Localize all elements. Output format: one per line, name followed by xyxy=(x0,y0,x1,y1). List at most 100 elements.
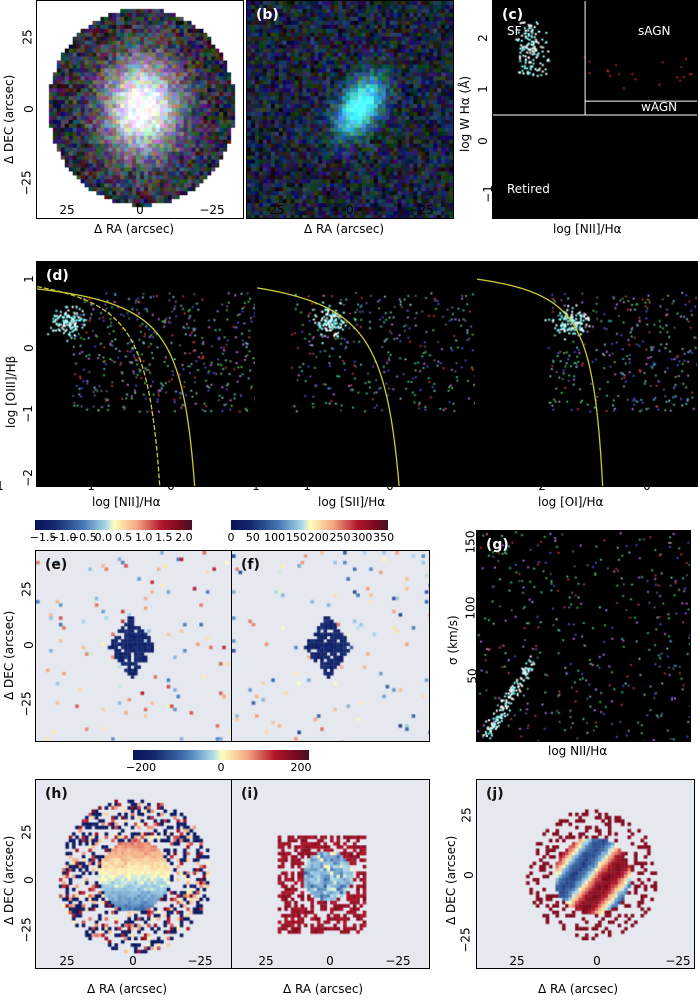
colorbar-tick: 100 xyxy=(264,531,286,544)
demarcation-curve xyxy=(37,288,196,486)
ylabel-a: Δ DEC (arcsec) xyxy=(2,74,16,164)
colorbar-f xyxy=(231,520,388,530)
colorbar-tick: 200 xyxy=(307,531,329,544)
tick-label: 0 xyxy=(346,203,354,217)
map-i xyxy=(232,780,429,968)
tick-label: 100 xyxy=(463,596,478,620)
tick-label: 0 xyxy=(136,203,144,217)
panel-d-bpt-nii: (d) xyxy=(36,261,256,487)
demarcation-curve xyxy=(257,287,400,486)
tick-label: −25 xyxy=(665,954,691,968)
tick-label: −1 xyxy=(530,203,548,217)
region-retired: Retired xyxy=(507,182,550,196)
xlabel-d3: log [OI]/Hα xyxy=(538,495,604,509)
tick-label: −25 xyxy=(19,691,34,717)
bpt-sii-curve xyxy=(257,287,400,486)
demarcation-curve xyxy=(37,285,161,486)
tick-label: −25 xyxy=(385,954,411,968)
map-j xyxy=(477,780,694,968)
panel-label: (g) xyxy=(486,537,509,553)
rgb-image-b xyxy=(247,1,453,218)
tick-label: 0 xyxy=(386,479,394,493)
tick-label: 1 xyxy=(0,479,4,493)
tick-label: 150 xyxy=(463,530,478,554)
tick-label: −1 xyxy=(293,479,311,493)
tick-label: −25 xyxy=(19,170,34,196)
tick-label: 25 xyxy=(59,203,75,217)
map-e xyxy=(36,551,231,741)
tick-label: −1 xyxy=(20,405,35,423)
tick-label: 0 xyxy=(21,876,36,884)
tick-label: 25 xyxy=(509,954,525,968)
tick-label: −2 xyxy=(528,479,546,493)
colorbar-tick: 2.0 xyxy=(175,531,193,544)
colorbar-tick: −0.5 xyxy=(69,531,97,544)
sigma-scatter xyxy=(477,531,690,741)
panel-d-bpt-sii xyxy=(256,261,476,487)
panel-label: (d) xyxy=(46,268,69,284)
colorbar-tick: 0.0 xyxy=(94,531,113,544)
colorbar-tick: 350 xyxy=(373,531,395,544)
panel-h-velocity-map: (h) xyxy=(35,779,232,969)
panel-d-bpt-oi xyxy=(476,261,698,487)
bpt-oi-curve xyxy=(477,278,604,486)
colorbar-tick: 300 xyxy=(351,531,373,544)
tick-label: 25 xyxy=(19,824,34,840)
whan-lines xyxy=(493,1,697,116)
colorbar-tick: 250 xyxy=(329,531,351,544)
panel-i-velocity-map: (i) xyxy=(231,779,430,969)
ylabel-g: σ (km/s) xyxy=(446,615,460,665)
xlabel-g: log NII/Hα xyxy=(548,744,608,758)
panel-g-sigma: (g) xyxy=(476,530,691,742)
whan-scatter xyxy=(493,1,697,218)
tick-label: 1 xyxy=(21,275,36,283)
tick-label: 0 xyxy=(643,479,651,493)
tick-label: 1 xyxy=(252,479,260,493)
tick-label: 0 xyxy=(593,954,601,968)
ylabel-c: log W Hα (Å) xyxy=(458,75,472,152)
xlabel-b: Δ RA (arcsec) xyxy=(304,222,385,236)
panel-label: (j) xyxy=(486,786,504,802)
tick-label: 0 xyxy=(461,871,476,879)
panel-label: (h) xyxy=(45,786,68,802)
ylabel-h: Δ DEC (arcsec) xyxy=(2,835,16,925)
colorbar-tick: 1.0 xyxy=(134,531,153,544)
xlabel-h: Δ RA (arcsec) xyxy=(87,982,168,996)
xlabel-j: Δ RA (arcsec) xyxy=(538,982,619,996)
ylabel-e: Δ DEC (arcsec) xyxy=(2,610,16,700)
tick-label: 25 xyxy=(19,581,34,597)
tick-label: 2 xyxy=(475,34,490,42)
tick-label: −25 xyxy=(187,954,213,968)
tick-label: 0 xyxy=(129,954,137,968)
tick-label: −1 xyxy=(77,479,95,493)
bpt-nii-scatter xyxy=(37,262,255,486)
xlabel-c: log [NII]/Hα xyxy=(553,222,622,236)
region-sf: SF xyxy=(507,24,522,38)
panel-e-map: (e) xyxy=(35,550,232,742)
panel-label: (b) xyxy=(256,7,279,23)
colorbar-h xyxy=(133,750,309,760)
colorbar-tick: −1.0 xyxy=(49,531,77,544)
colorbar-tick: 0.5 xyxy=(114,531,133,544)
xlabel-d1: log [NII]/Hα xyxy=(92,495,161,509)
tick-label: 25 xyxy=(59,954,75,968)
demarcation-curve xyxy=(477,278,604,486)
colorbar-tick: 200 xyxy=(290,761,312,774)
colorbar-tick: 150 xyxy=(285,531,307,544)
colorbar-tick: 1.5 xyxy=(155,531,173,544)
panel-label: (c) xyxy=(502,7,524,23)
tick-label: 0 xyxy=(615,203,623,217)
tick-label: 0 xyxy=(167,479,175,493)
xlabel-i: Δ RA (arcsec) xyxy=(283,982,364,996)
colorbar-tick: 0 xyxy=(217,761,225,774)
panel-c-whan: (c) SF sAGN wAGN Retired xyxy=(492,0,698,219)
tick-label: −25 xyxy=(199,203,225,217)
panel-label: (i) xyxy=(241,786,259,802)
bpt-oi-scatter xyxy=(477,262,697,486)
tick-label: 25 xyxy=(258,954,274,968)
tick-label: 25 xyxy=(269,203,285,217)
tick-label: −25 xyxy=(458,927,473,953)
tick-label: 50 xyxy=(465,668,480,684)
colorbar-tick: −1.5 xyxy=(29,531,57,544)
panel-b-rgb-image: (b) xyxy=(246,0,454,219)
